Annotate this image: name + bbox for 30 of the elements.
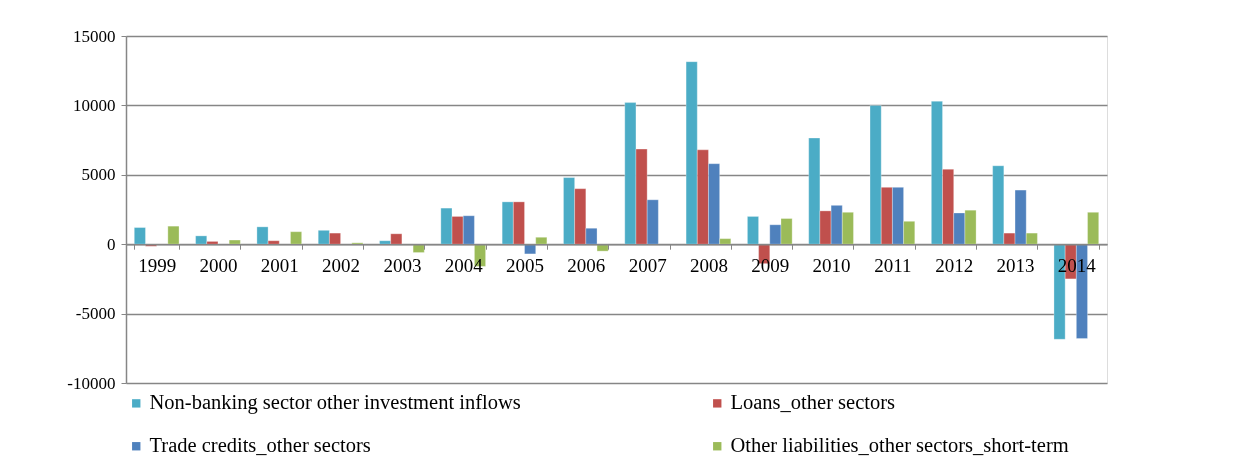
y-tick-label: 15000 — [73, 26, 116, 46]
bar — [412, 243, 425, 253]
x-tick-label: 2013 — [996, 254, 1035, 276]
x-tick-label: 2007 — [628, 254, 667, 276]
x-tick-label: 2002 — [322, 254, 361, 276]
x-tick-label: 2005 — [506, 254, 545, 276]
x-tick-label: 2010 — [812, 254, 851, 276]
x-tick-label: 2012 — [935, 254, 974, 276]
x-tick-label: 2006 — [567, 254, 606, 276]
x-tick-label: 1999 — [138, 254, 177, 276]
x-tick-label: 2008 — [689, 254, 728, 276]
x-tick-label: 2009 — [751, 254, 790, 276]
x-tick-label: 2001 — [260, 254, 299, 276]
x-tick-label: 2004 — [444, 254, 484, 276]
bar — [228, 239, 241, 245]
y-tick-label: 0 — [107, 234, 116, 254]
y-tick-label: -10000 — [67, 373, 116, 393]
y-tick-label: -5000 — [75, 304, 116, 324]
x-tick-label: 2000 — [199, 254, 238, 276]
x-tick-label: 2014 — [1057, 254, 1097, 276]
y-tick-label: 5000 — [81, 165, 116, 185]
y-tick-label: 10000 — [73, 95, 116, 115]
x-tick-label: 2011 — [874, 254, 912, 276]
bar — [167, 225, 180, 245]
bar — [290, 231, 302, 245]
legend-label: Non-banking sector other investment inflows — [149, 391, 521, 415]
legend-label: Other liabilities_other sectors_short-term — [730, 434, 1069, 457]
x-tick-label: 2003 — [383, 254, 422, 276]
legend-label: Loans_other sectors — [730, 391, 896, 414]
legend-label: Trade credits_other sectors — [149, 434, 371, 457]
